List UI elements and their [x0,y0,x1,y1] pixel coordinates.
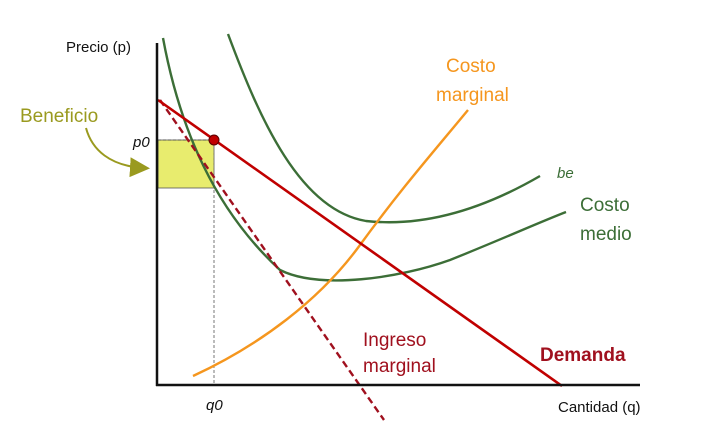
q0-label: q0 [206,397,223,414]
marginal-revenue-label-line1: Ingreso [363,330,426,351]
y-axis-label: Precio (p) [66,39,131,56]
average-cost-curve [161,37,567,282]
equilibrium-point [208,134,220,146]
profit-label: Beneficio [20,106,98,127]
average-cost-label-line1: Costo [580,195,630,216]
marginal-revenue-curve [159,99,385,421]
demand-curve [157,98,563,388]
p0-label: p0 [132,134,150,151]
profit-arrow [85,127,150,178]
marginal-cost-label-line2: marginal [436,85,509,106]
be-label: be [557,165,574,182]
average-cost-label-line2: medio [580,224,632,245]
x-axis-label: Cantidad (q) [558,399,641,416]
marginal-cost-label-line1: Costo [446,56,496,77]
marginal-cost-curve [192,109,469,378]
demand-label: Demanda [540,345,626,366]
average-cost-curve-be [226,33,541,224]
marginal-revenue-label-line2: marginal [363,356,436,377]
